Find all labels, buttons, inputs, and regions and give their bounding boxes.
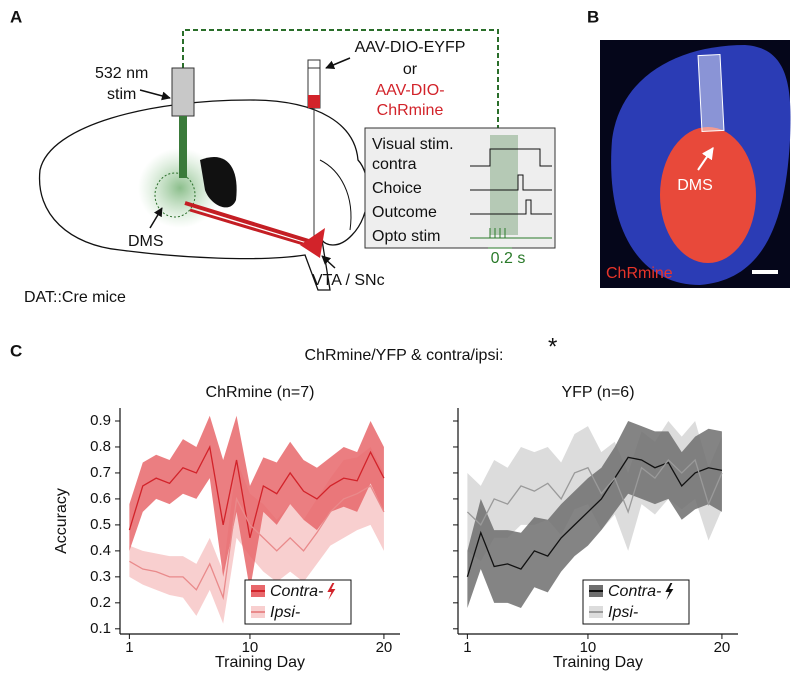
x-tick-label: 1 <box>463 639 471 656</box>
syringe-virus <box>308 95 320 108</box>
opto-trace <box>470 228 552 239</box>
arrow <box>139 89 171 101</box>
x-axis-label: Training Day <box>215 654 305 671</box>
x-tick-label: 10 <box>580 639 597 656</box>
y-tick-label: 0.9 <box>90 412 111 429</box>
region-text: DMS <box>677 177 713 194</box>
inset-text: contra <box>372 156 417 173</box>
chart-title: YFP (n=6) <box>561 384 634 401</box>
error-band <box>467 420 722 609</box>
fiber-text: stim <box>107 86 136 103</box>
x-tick-label: 20 <box>714 639 731 656</box>
y-tick-label: 0.3 <box>90 568 111 585</box>
chrmine-expression <box>660 127 756 263</box>
panel-a: A 532 nm stim AAV-DIO-EYFP or AAV-DIO- C… <box>10 7 556 306</box>
target-text: VTA / SNc <box>312 272 385 289</box>
region-text: DMS <box>128 233 164 250</box>
syringe-cap <box>307 59 321 69</box>
chart-title: ChRmine (n=7) <box>206 384 315 401</box>
mean-line <box>466 456 723 578</box>
stain-text: ChRmine <box>606 265 673 282</box>
virus-text: ChRmine <box>377 102 444 119</box>
inset-text: Outcome <box>372 204 437 221</box>
legend-label: Contra- <box>608 583 661 600</box>
stim-icon <box>665 583 674 600</box>
dms-region <box>154 172 196 218</box>
inset-text: Opto stim <box>372 228 440 245</box>
mean-line <box>466 458 723 526</box>
y-tick-label: 0.5 <box>90 516 111 533</box>
x-tick-label: 20 <box>376 639 393 656</box>
y-tick-label: 0.1 <box>90 620 111 637</box>
fiber-track <box>697 53 725 133</box>
panel-label: C <box>10 341 22 360</box>
virus-text: AAV-DIO-EYFP <box>355 39 466 56</box>
arrow <box>697 147 714 171</box>
figure-title: ChRmine/YFP & contra/ipsi: <box>305 347 504 364</box>
fiber <box>179 116 187 178</box>
virus-text: or <box>403 61 418 78</box>
window <box>490 135 518 235</box>
panel-label: A <box>10 7 22 26</box>
y-tick-label: 0.7 <box>90 464 111 481</box>
panel-label: B <box>587 7 599 26</box>
dashed-link <box>182 29 499 130</box>
legend-label: Ipsi- <box>608 604 638 621</box>
trace <box>470 148 552 215</box>
inset-text: Visual stim. <box>372 136 454 153</box>
y-tick-label: 0.8 <box>90 438 111 455</box>
arrow <box>321 255 336 269</box>
scale-text: 0.2 s <box>491 250 526 267</box>
y-tick-label: 0.2 <box>90 594 111 611</box>
fiber-holder <box>171 67 195 117</box>
mouse-text: DAT::Cre mice <box>24 289 126 306</box>
legend-label: Ipsi- <box>270 604 300 621</box>
legend-label: Contra- <box>270 583 323 600</box>
vta <box>300 228 325 258</box>
x-tick-label: 1 <box>125 639 133 656</box>
inset-text: Choice <box>372 180 422 197</box>
y-tick-label: 0.4 <box>90 542 111 559</box>
mean-line <box>128 444 385 539</box>
cerebellum-line <box>319 159 352 231</box>
arrow <box>325 57 351 70</box>
y-tick-label: 0.6 <box>90 490 111 507</box>
arrow <box>149 207 163 229</box>
y-axis-label: Accuracy <box>53 488 70 554</box>
virus-text: AAV-DIO- <box>375 82 444 99</box>
projection <box>184 201 313 244</box>
error-band <box>129 415 384 590</box>
stim-icon <box>327 583 336 600</box>
panel-b: B DMS ChRmine <box>587 7 791 288</box>
mean-line <box>129 485 385 601</box>
x-axis-label: Training Day <box>553 654 643 671</box>
significance: * <box>548 333 557 360</box>
fiber-text: 532 nm <box>95 65 148 82</box>
x-tick-label: 10 <box>242 639 259 656</box>
projection <box>189 208 311 248</box>
ventricle <box>200 156 237 208</box>
